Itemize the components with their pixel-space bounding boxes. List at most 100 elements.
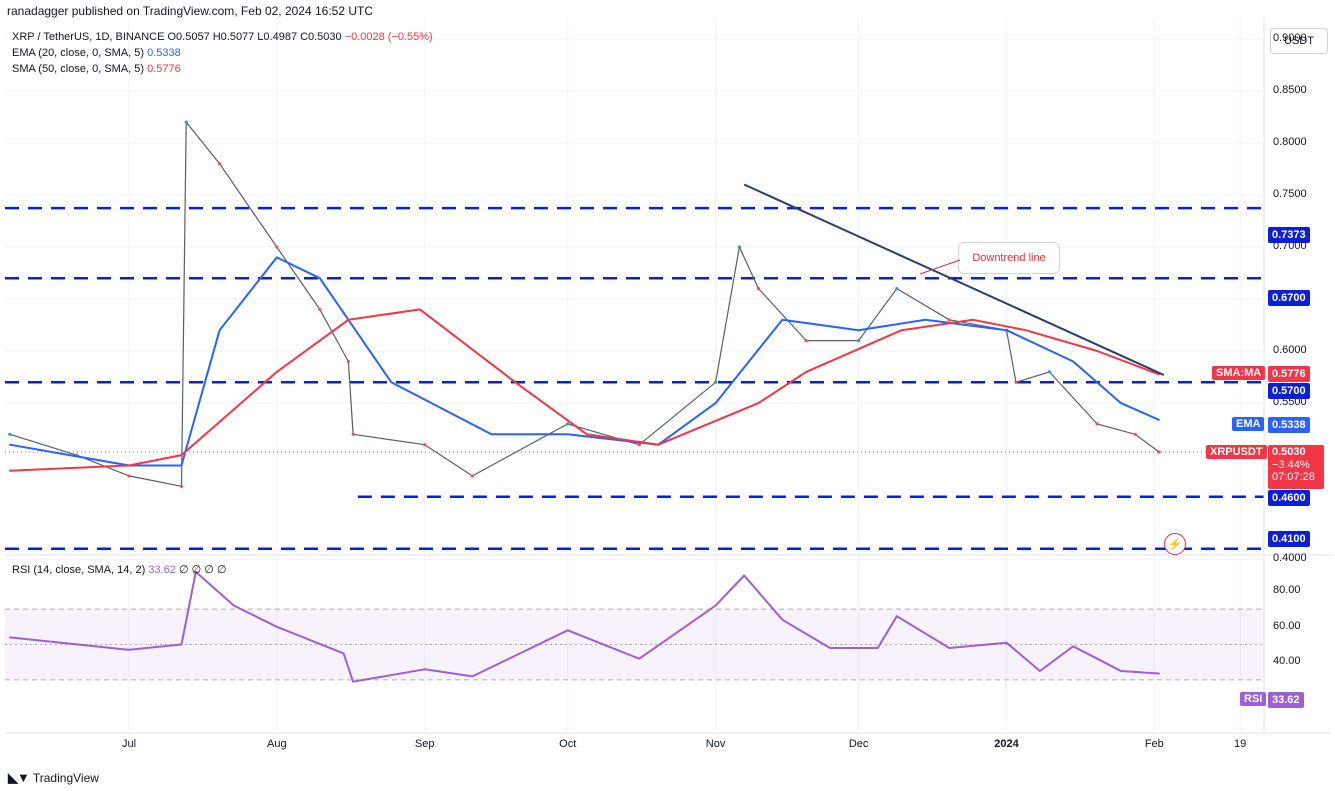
data-point [586,433,588,436]
data-point [1005,329,1008,332]
data-point [1014,380,1018,384]
ema-name-tag: EMA [1232,417,1265,431]
price-axis-label: 0.7500 [1273,187,1307,200]
sma-legend-value: 0.5776 [147,63,181,75]
tradingview-logo-icon[interactable]: ◣▼ [8,770,30,785]
data-point [342,652,345,655]
change-value: −0.0028 (−0.55%) [344,31,433,43]
time-axis-label: Dec [848,738,869,750]
data-point [194,571,197,573]
close-value: C0.5030 [300,31,342,43]
lightning-icon[interactable]: ⚡ [1164,533,1186,555]
data-point [8,432,12,436]
annotation-callout[interactable]: Downtrend line [958,242,1060,274]
sma-legend[interactable]: SMA (50, close, 0, SMA, 5) 0.5776 [12,63,181,75]
data-point [756,287,761,291]
data-point [1039,670,1041,672]
data-point [714,604,717,607]
data-point [857,339,861,343]
data-point [714,402,717,404]
rsi-band [5,609,1264,680]
last-price-box: 0.5030 −3.44% 07:07:28 [1268,445,1324,489]
data-point [423,443,427,447]
last-price: 0.5030 [1272,446,1306,458]
data-point [1005,641,1008,644]
data-point [638,657,641,660]
data-point [347,319,350,321]
level-tag-4600: 0.4600 [1268,490,1310,506]
level-tag-6700: 0.6700 [1268,290,1310,306]
data-point [276,256,278,259]
series-lines [5,120,1264,683]
time-axis-label: Nov [705,738,726,750]
data-point [713,380,718,384]
rsi-label: RSI (14, close, SMA, 14, 2) [12,564,146,576]
data-point [876,647,879,649]
open-value: O0.5057 [167,31,210,43]
annotation-pointer [919,259,961,275]
time-axis-label: Sep [414,738,435,750]
data-point [1120,402,1122,404]
data-point [972,319,974,321]
data-point [276,371,278,373]
data-point [781,618,784,621]
rsi-legend-value: 33.62 [148,564,176,576]
data-point [924,319,927,321]
data-point [566,433,569,436]
data-point [8,469,11,472]
data-point [276,626,278,628]
level-tag-7373: 0.7373 [1268,227,1310,243]
time-axis-label: Oct [559,738,577,750]
data-point [1072,645,1075,648]
rsi-axis-label: 60.00 [1273,619,1301,632]
data-point [423,668,426,671]
ema-price-tag: 0.5338 [1268,417,1310,433]
time-axis-label: Feb [1144,738,1164,750]
rsi-axis-label: 80.00 [1273,584,1301,597]
currency-button[interactable]: USDT [1270,28,1328,54]
symbol-legend[interactable]: XRP / TetherUS, 1D, BINANCE O0.5057 H0.50… [12,31,436,43]
data-point [318,277,321,279]
rsi-price-tag: 33.62 [1268,692,1304,708]
data-point [218,329,221,332]
data-point [233,604,235,607]
rsi-extra: ∅ ∅ ∅ ∅ [178,564,227,576]
data-point [471,675,474,678]
data-point [1120,670,1122,672]
downtrend-line[interactable] [743,183,1165,376]
time-axis-label: 19 [1234,738,1247,750]
data-point [275,245,279,249]
data-point [470,474,474,478]
data-point [514,381,517,384]
data-point [184,120,188,124]
data-point [805,371,807,373]
data-point [180,454,183,456]
data-point [128,464,130,467]
sma-price-tag: 0.5776 [1268,366,1310,382]
data-point [781,319,784,321]
series-ema-20- [9,256,1160,467]
last-change: −3.44% [1272,459,1310,471]
data-point [1096,350,1098,352]
ohlc-values: O0.5057 H0.5077 L0.4987 C0.5030 −0.0028 (−0.… [168,31,436,43]
data-point [757,402,760,404]
data-point [829,647,831,649]
publisher-header: ranadagger published on TradingView.com,… [7,4,374,18]
level-tag-5700: 0.5700 [1268,383,1310,399]
rsi-name-tag: RSI [1240,692,1267,706]
level-tag-4100: 0.4100 [1268,531,1310,547]
high-value: H0.5077 [212,31,255,43]
ema-legend[interactable]: EMA (20, close, 0, SMA, 5) 0.5338 [12,47,181,59]
price-axis-label: 0.5500 [1273,396,1307,409]
data-point [743,574,745,577]
data-point [318,307,322,312]
data-point [1158,419,1160,421]
data-point [1072,360,1075,363]
price-axis-label: 0.9000 [1273,31,1307,44]
rsi-legend[interactable]: RSI (14, close, SMA, 14, 2) 33.62 ∅ ∅ ∅ … [12,563,226,576]
time-axis-label: Jul [121,738,137,750]
price-axis-label: 0.8000 [1273,135,1307,148]
data-point [8,443,11,446]
data-point [566,629,569,632]
